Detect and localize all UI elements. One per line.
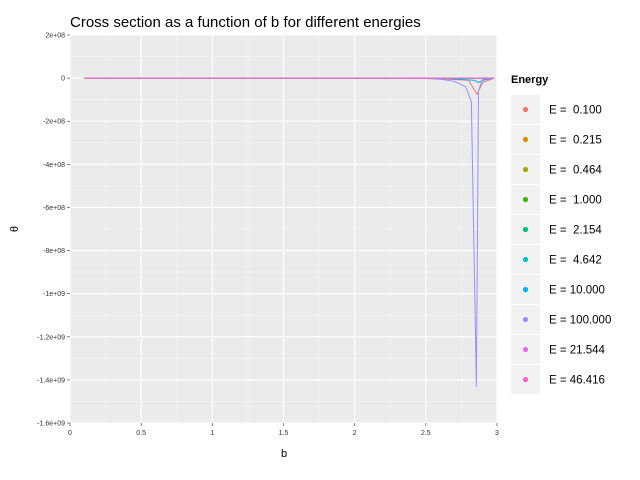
legend-marker — [522, 106, 529, 113]
legend-label: E = 46.416 — [549, 375, 605, 387]
legend-marker — [522, 256, 529, 263]
y-axis: 2e+08 0 -2e+08 -4e+08 -6e+08 -8e+08 -1e+09 -1.2… — [37, 33, 70, 428]
series-layer — [84, 77, 495, 387]
x-tick-label: 1 — [210, 430, 214, 437]
x-tick-label: 1.5 — [279, 430, 289, 437]
legend-marker — [522, 226, 529, 233]
x-tick-label: 2.5 — [421, 430, 431, 437]
y-tick-label: -2e+08 — [43, 119, 65, 126]
legend-label: E = 4.642 — [549, 255, 602, 267]
legend-marker — [522, 346, 529, 353]
legend-marker — [522, 196, 529, 203]
legend: Energy E = 0.100 E = 0.215 E = 0.464 E = 1.… — [511, 74, 611, 394]
x-tick-label: 0 — [68, 430, 72, 437]
legend-marker — [522, 136, 529, 143]
legend-label: E = 0.464 — [549, 165, 602, 177]
legend-label: E = 100.000 — [549, 315, 611, 327]
legend-marker — [522, 376, 529, 383]
legend-label: E = 0.215 — [549, 135, 602, 147]
y-tick-label: -1e+09 — [43, 291, 65, 298]
y-tick-label: -4e+08 — [43, 162, 65, 169]
chart-title: Cross section as a function of b for dif… — [70, 14, 421, 31]
legend-label: E = 1.000 — [549, 195, 602, 207]
y-tick-label: -1.4e+09 — [37, 377, 65, 384]
y-tick-label: -8e+08 — [43, 248, 65, 255]
legend-label: E = 10.000 — [549, 285, 605, 297]
y-tick-label: -1.6e+09 — [37, 421, 65, 428]
x-tick-label: 3 — [495, 430, 499, 437]
legend-marker — [522, 316, 529, 323]
legend-title: Energy — [511, 74, 549, 86]
legend-label: E = 0.100 — [549, 105, 602, 117]
y-tick-label: 0 — [61, 76, 65, 83]
y-tick-label: 2e+08 — [45, 33, 65, 40]
x-axis: 0 0.5 1 1.5 2 2.5 3 — [68, 423, 499, 437]
legend-label: E = 2.154 — [549, 225, 602, 237]
y-tick-label: -6e+08 — [43, 205, 65, 212]
legend-marker — [522, 166, 529, 173]
legend-marker — [522, 286, 529, 293]
x-tick-label: 2 — [353, 430, 357, 437]
y-axis-label: θ — [9, 226, 21, 232]
y-tick-label: -1.2e+09 — [37, 334, 65, 341]
legend-label: E = 21.544 — [549, 345, 606, 357]
x-axis-label: b — [281, 448, 287, 460]
x-tick-label: 0.5 — [136, 430, 146, 437]
